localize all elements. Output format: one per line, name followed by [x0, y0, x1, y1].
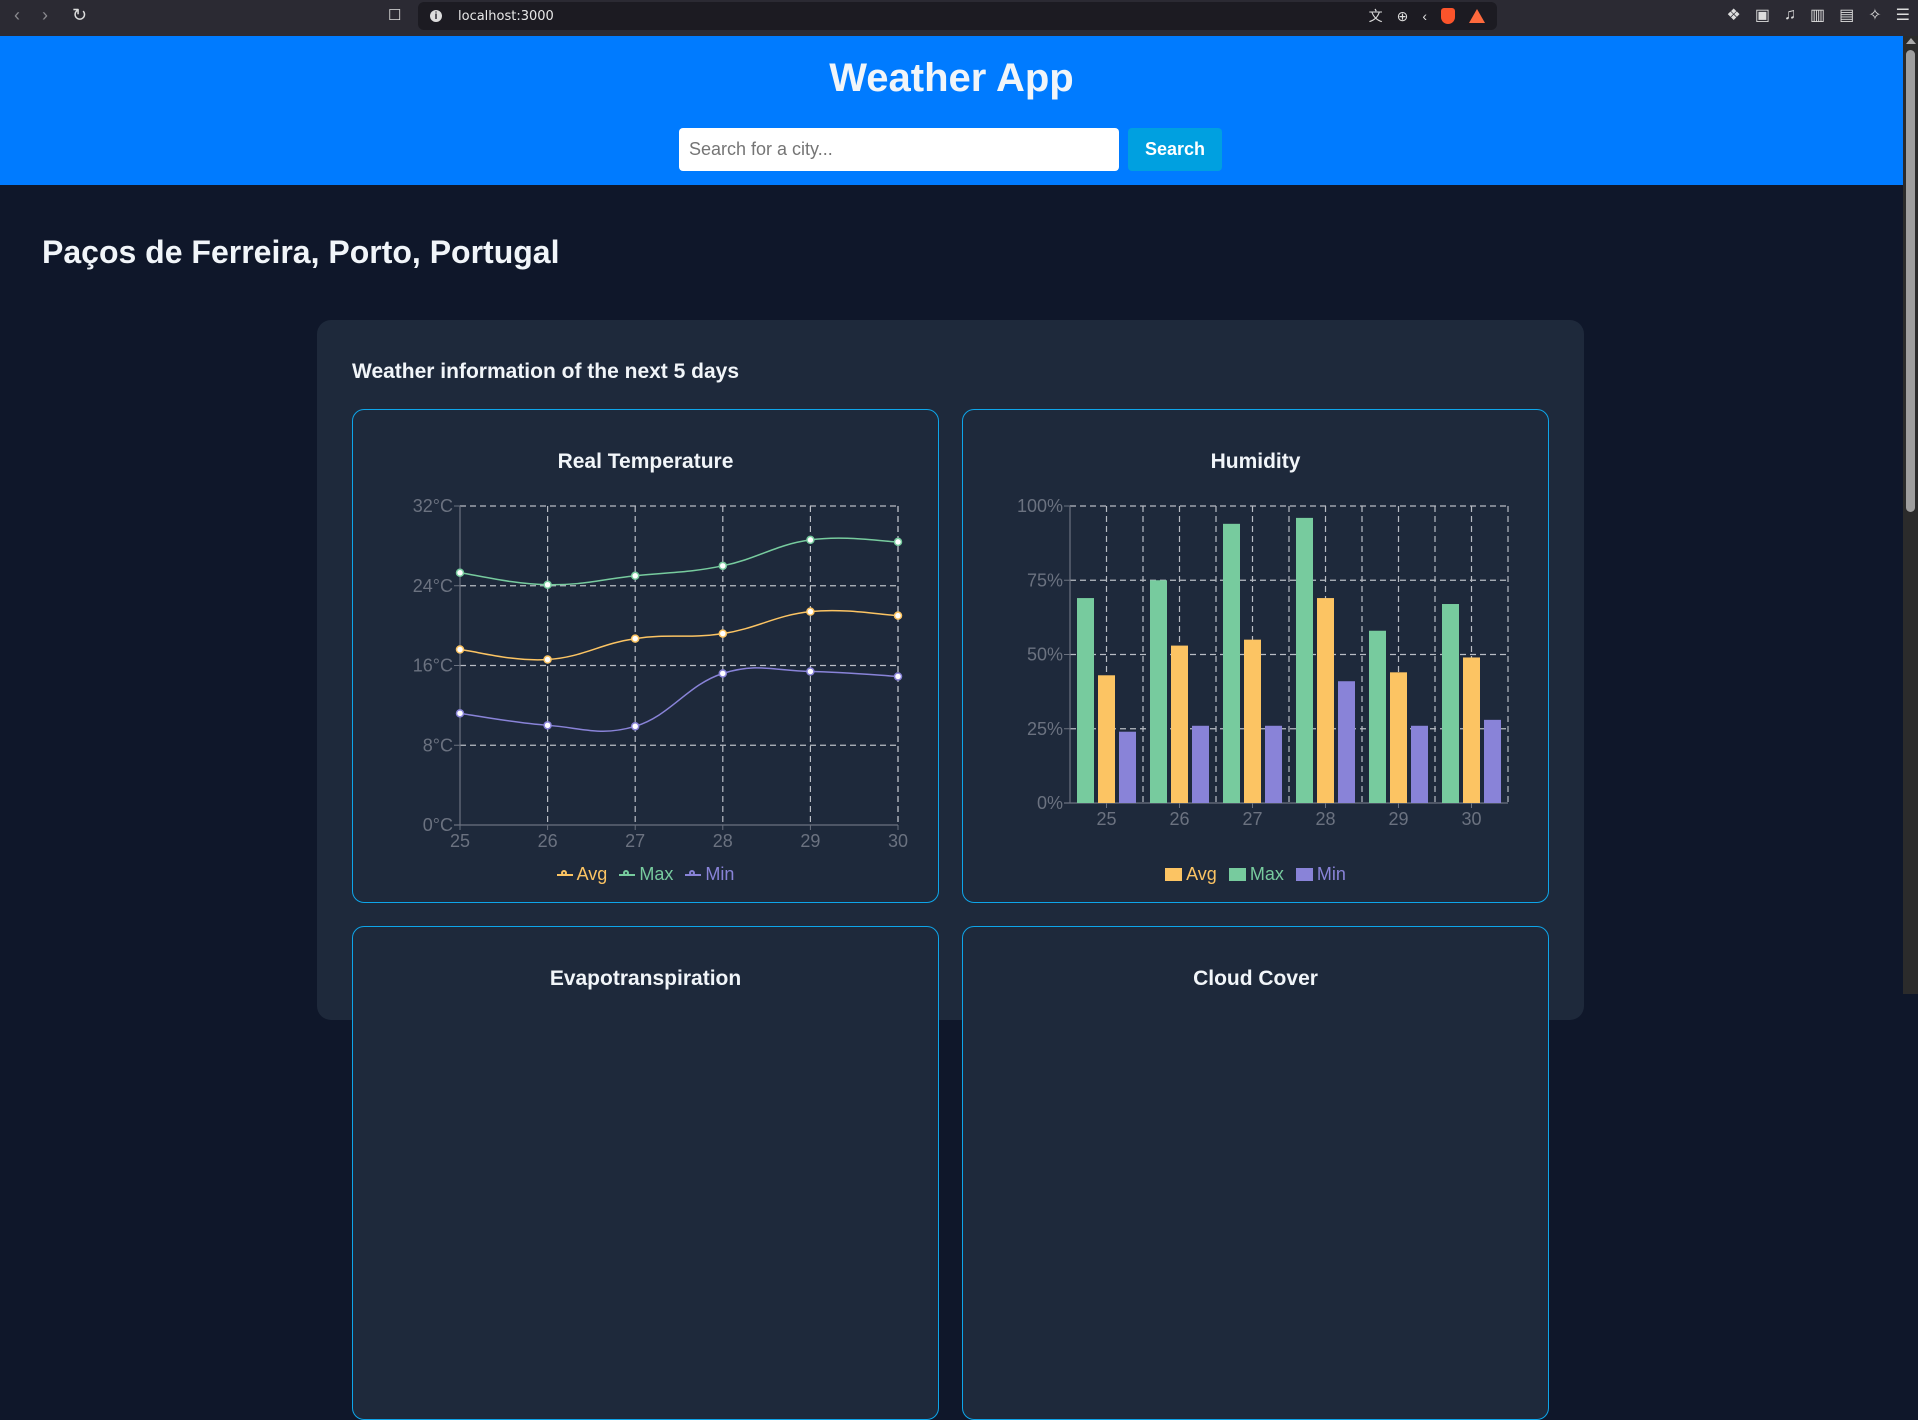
legend-item-max[interactable]: Max [1228, 864, 1284, 885]
box-marker-icon [1165, 868, 1183, 881]
svg-text:26: 26 [538, 831, 558, 851]
search-button[interactable]: Search [1128, 128, 1222, 171]
legend-item-avg[interactable]: Avg [556, 864, 608, 885]
svg-text:29: 29 [1388, 809, 1408, 829]
brave-shields-icon[interactable] [1441, 8, 1455, 24]
svg-text:50%: 50% [1027, 645, 1063, 665]
scroll-up-icon[interactable] [1906, 38, 1916, 44]
legend-item-avg[interactable]: Avg [1165, 864, 1217, 885]
box-marker-icon [1295, 868, 1313, 881]
legend-label: Max [1249, 864, 1284, 884]
browser-toolbar: ‹ › ↻ ☐ i localhost:3000 文 ⊕ ‹ ❖ ▣ ♫ ▥ ▤… [0, 0, 1918, 36]
legend-item-min[interactable]: Min [1295, 864, 1346, 885]
line-marker-icon [619, 869, 636, 876]
legend-label: Avg [576, 864, 608, 884]
box-marker-icon [1228, 868, 1246, 881]
svg-text:32°C: 32°C [413, 496, 453, 516]
svg-text:26: 26 [1169, 809, 1189, 829]
legend-item-min[interactable]: Min [685, 864, 734, 885]
share-icon[interactable]: ‹ [1422, 8, 1427, 24]
forecast-panel: Weather information of the next 5 days R… [317, 320, 1584, 1420]
svg-text:0%: 0% [1037, 793, 1063, 813]
svg-text:28: 28 [1315, 809, 1335, 829]
app-header: Weather App Search [0, 36, 1903, 185]
temperature-line-chart: 0°C 8°C 16°C 24°C 32°C 25 26 27 28 29 30 [413, 496, 908, 851]
svg-text:28: 28 [713, 831, 733, 851]
chart-title: Real Temperature [557, 450, 734, 473]
scrollbar-thumb[interactable] [1906, 50, 1915, 512]
page-scrollbar[interactable] [1903, 36, 1918, 994]
sidebar-icon[interactable]: ▥ [1810, 7, 1826, 24]
line-marker-icon [556, 869, 573, 876]
leo-ai-icon[interactable]: ✧ [1868, 7, 1882, 24]
back-icon[interactable]: ‹ [14, 4, 20, 25]
svg-text:0°C: 0°C [423, 815, 453, 835]
svg-text:25: 25 [450, 831, 470, 851]
svg-text:25%: 25% [1027, 719, 1063, 739]
humidity-bar-chart: 0% 25% 50% 75% 100% 25 26 27 28 29 30 [1017, 496, 1509, 829]
svg-text:30: 30 [1461, 809, 1481, 829]
brave-rewards-icon[interactable] [1469, 9, 1485, 23]
svg-text:16°C: 16°C [413, 656, 453, 676]
chart-legend: Avg Max Min [963, 864, 1548, 885]
svg-text:27: 27 [625, 831, 645, 851]
section-title: Weather information of the next 5 days [352, 360, 740, 383]
svg-text:100%: 100% [1017, 496, 1063, 516]
extensions-icon[interactable]: ❖ [1726, 7, 1741, 24]
menu-icon[interactable]: ☰ [1895, 7, 1910, 24]
svg-text:27: 27 [1242, 809, 1262, 829]
svg-text:75%: 75% [1027, 570, 1063, 590]
chart-title: Cloud Cover [1193, 967, 1318, 990]
humidity-chart-card: Humidity 0% 25% 50% 75% 100% 25 26 27 28 29 30 Avg… [962, 409, 1549, 903]
legend-label: Avg [1186, 864, 1217, 884]
location-title: Paços de Ferreira, Porto, Portugal [42, 234, 560, 270]
media-icon[interactable]: ♫ [1784, 6, 1796, 23]
svg-text:8°C: 8°C [423, 735, 453, 755]
svg-text:29: 29 [800, 831, 820, 851]
evapotranspiration-chart-card: Evapotranspiration [352, 926, 939, 1420]
reload-icon[interactable]: ↻ [72, 4, 88, 25]
svg-text:24°C: 24°C [413, 576, 453, 596]
svg-text:25: 25 [1096, 809, 1116, 829]
bookmark-icon[interactable]: ☐ [388, 7, 402, 24]
legend-label: Min [705, 864, 735, 884]
cloud-cover-chart-card: Cloud Cover [962, 926, 1549, 1420]
url-text: localhost:3000 [458, 8, 554, 24]
translate-icon[interactable]: 文 [1368, 8, 1383, 24]
chart-legend: Avg Max Min [353, 864, 938, 885]
app-title: Weather App [829, 56, 1074, 100]
chart-title: Evapotranspiration [549, 967, 742, 990]
site-info-icon[interactable]: i [430, 10, 442, 22]
chart-title: Humidity [1210, 450, 1301, 473]
legend-label: Max [639, 864, 674, 884]
reader-icon[interactable]: ▣ [1754, 7, 1770, 24]
forward-icon[interactable]: › [42, 4, 48, 25]
legend-label: Min [1316, 864, 1346, 884]
address-bar[interactable]: i localhost:3000 文 ⊕ ‹ [418, 2, 1497, 30]
svg-text:30: 30 [888, 831, 908, 851]
wallet-icon[interactable]: ▤ [1839, 7, 1855, 24]
legend-item-max[interactable]: Max [619, 864, 673, 885]
temperature-chart-card: Real Temperature 0°C 8°C 16°C 24°C 32°C 25 26 2… [352, 409, 939, 903]
line-marker-icon [685, 869, 702, 876]
zoom-icon[interactable]: ⊕ [1396, 7, 1409, 24]
city-search-input[interactable] [679, 128, 1119, 171]
